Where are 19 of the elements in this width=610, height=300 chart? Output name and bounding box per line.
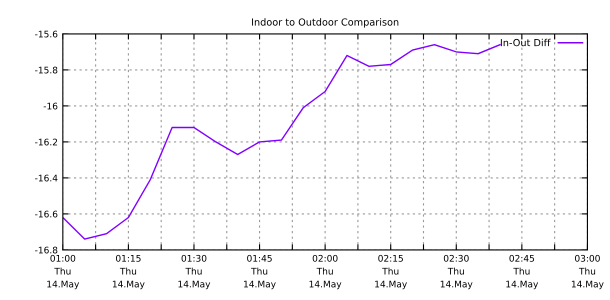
y-tick-label: -15.6 bbox=[35, 30, 58, 38]
x-tick-label: 02:15 Thu 14.May bbox=[375, 254, 407, 290]
y-tick-label: -15.8 bbox=[35, 66, 58, 74]
line-series bbox=[62, 44, 501, 240]
y-tick-label: -16.8 bbox=[35, 246, 58, 254]
x-tick-label: 03:00 Thu 14.May bbox=[572, 254, 604, 290]
y-tick-label: -16.2 bbox=[35, 138, 58, 146]
y-tick-label: -16.6 bbox=[35, 210, 58, 218]
x-tick-label: 01:30 Thu 14.May bbox=[178, 254, 210, 290]
y-tick-label: -16.4 bbox=[35, 174, 58, 182]
x-tick-label: 02:00 Thu 14.May bbox=[310, 254, 342, 290]
x-tick-label: 02:45 Thu 14.May bbox=[506, 254, 538, 290]
x-tick-label: 02:30 Thu 14.May bbox=[440, 254, 473, 290]
x-tick-label: 01:45 Thu 14.May bbox=[244, 254, 276, 290]
x-tick-label: 01:00 Thu 14.May bbox=[47, 254, 80, 290]
chart-title: Indoor to Outdoor Comparison bbox=[252, 18, 398, 28]
series-label: In-Out Diff bbox=[500, 38, 551, 46]
y-tick-label: -16 bbox=[44, 102, 58, 110]
x-tick-label: 01:15 Thu 14.May bbox=[112, 254, 145, 290]
